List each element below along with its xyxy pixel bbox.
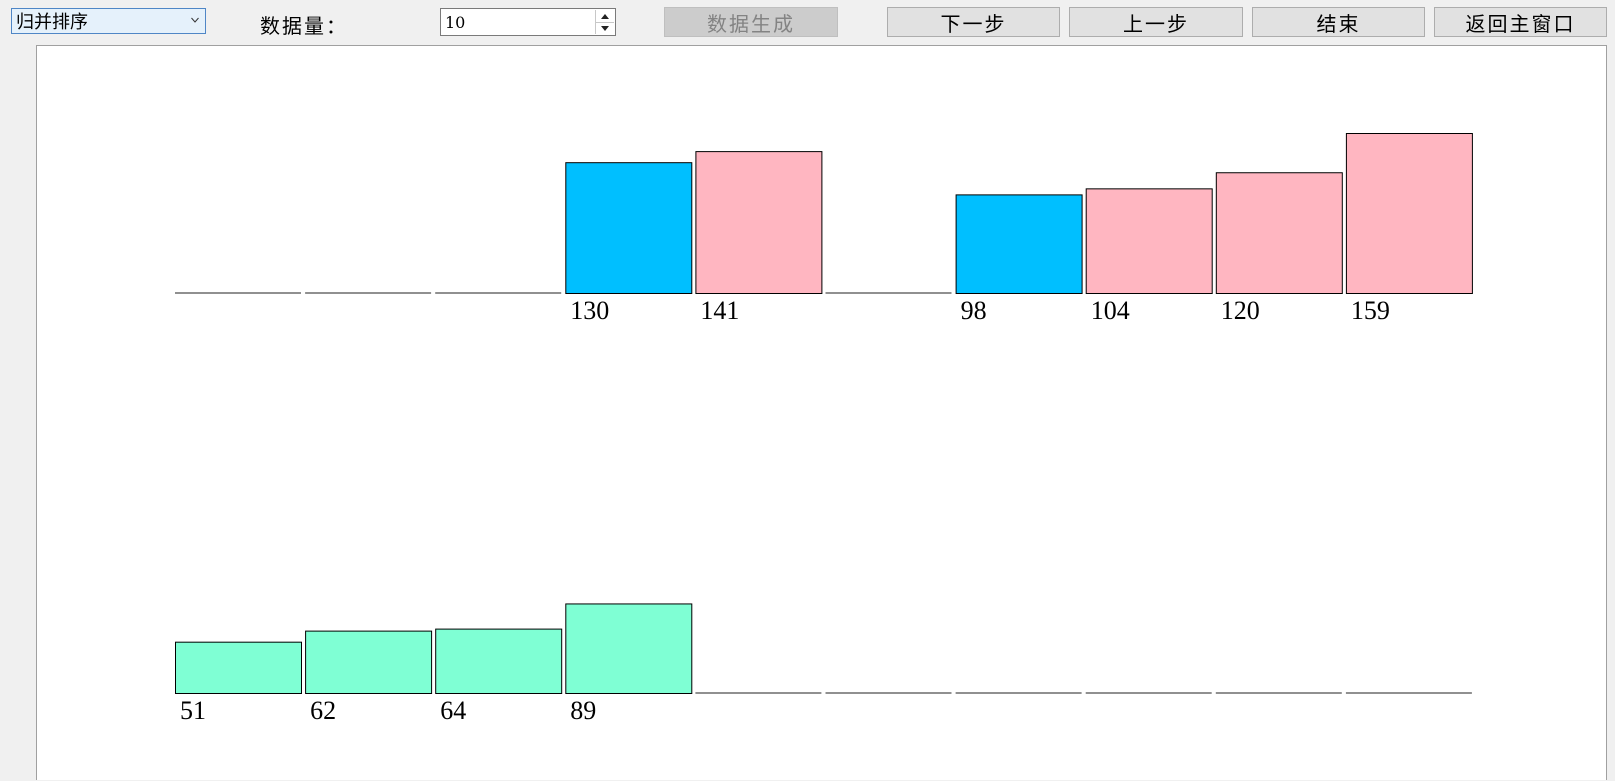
merge-sort-chart: 130 141 98 104 120 159 51 62 64 89 [175, 133, 1473, 725]
next-step-button[interactable]: 下一步 [887, 7, 1060, 37]
upper-bar-label: 141 [700, 296, 739, 325]
upper-bar [1085, 188, 1213, 295]
lower-bar-label: 89 [570, 696, 596, 725]
upper-bar-label: 104 [1091, 296, 1130, 325]
stepper-arrows [595, 10, 614, 34]
upper-bar [695, 151, 823, 294]
upper-bar-label: 130 [570, 296, 609, 325]
algorithm-select-value: 归并排序 [16, 12, 88, 33]
lower-bar-label: 51 [180, 696, 206, 725]
end-button[interactable]: 结束 [1252, 7, 1425, 37]
sort-canvas: 130 141 98 104 120 159 51 62 64 89 [36, 45, 1607, 780]
prev-step-button[interactable]: 上一步 [1069, 7, 1243, 37]
lower-bar [175, 641, 302, 695]
stepper-up-icon[interactable] [596, 10, 614, 23]
stepper-down-icon[interactable] [596, 22, 614, 34]
upper-bar-label: 98 [961, 296, 987, 325]
generate-data-button[interactable]: 数据生成 [664, 7, 838, 37]
algorithm-select[interactable]: 归并排序 [11, 8, 206, 34]
upper-bar-label: 159 [1351, 296, 1390, 325]
count-input[interactable] [443, 11, 595, 33]
count-label: 数据量： [260, 14, 348, 38]
toolbar: 归并排序 数据量： 数据生成 下一步 上一步 结束 返回主窗口 [0, 0, 1615, 44]
count-stepper[interactable] [440, 8, 616, 36]
back-to-main-button[interactable]: 返回主窗口 [1434, 7, 1607, 37]
upper-bar [565, 162, 693, 294]
chevron-down-icon [191, 17, 199, 23]
lower-bar-label: 62 [310, 696, 336, 725]
upper-bar [1345, 133, 1473, 294]
lower-bar [565, 603, 693, 694]
lower-bar-label: 64 [440, 696, 466, 725]
lower-bar [305, 630, 433, 694]
upper-bar-label: 120 [1221, 296, 1260, 325]
lower-bar [435, 628, 563, 694]
upper-bar [1215, 172, 1343, 294]
upper-bar [955, 194, 1083, 295]
